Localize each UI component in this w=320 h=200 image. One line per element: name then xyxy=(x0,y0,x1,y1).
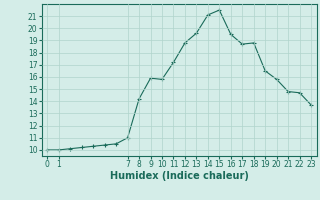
X-axis label: Humidex (Indice chaleur): Humidex (Indice chaleur) xyxy=(110,171,249,181)
